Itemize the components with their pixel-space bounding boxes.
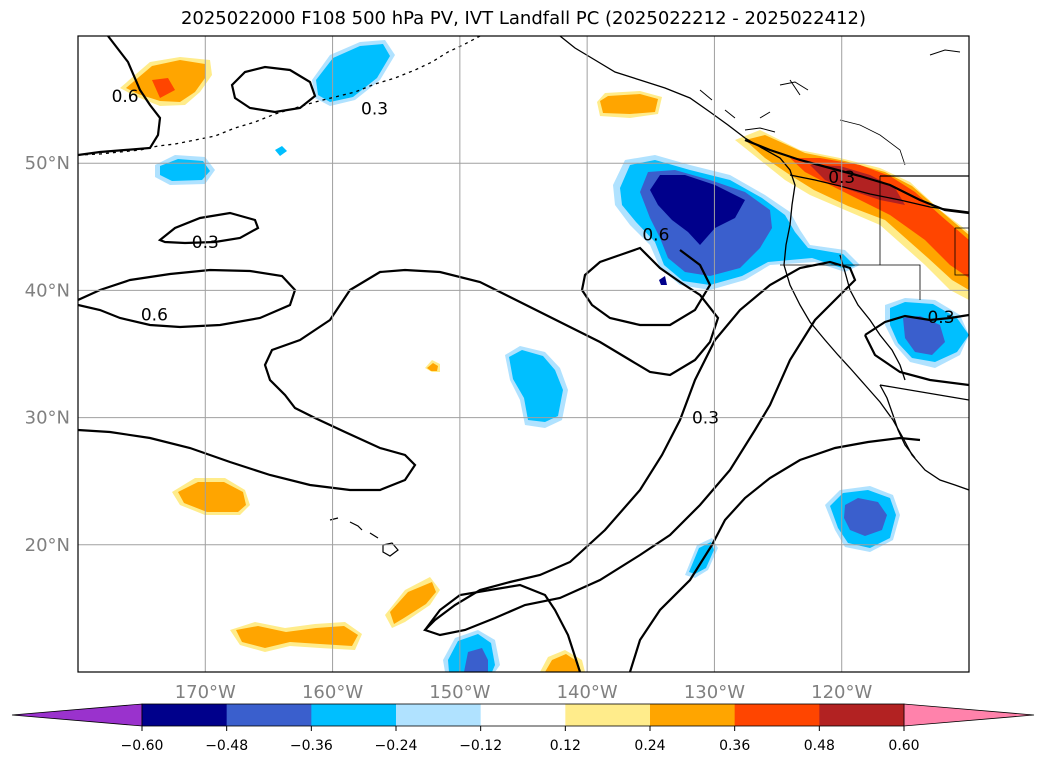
longitude-tick-label: 160°W: [302, 682, 363, 703]
longitude-tick-label: 120°W: [811, 682, 872, 703]
contour-label: 0.6: [112, 87, 139, 107]
latitude-labels: 20°N 30°N 40°N 50°N: [25, 153, 70, 556]
colorbar-segment: [819, 704, 905, 726]
colorbar-segment: [734, 704, 820, 726]
contour-labels: 0.3 0.6 0.3 0.6 0.6 0.3 0.3 0.3: [112, 87, 955, 429]
colorbar-segment: [226, 704, 312, 726]
colorbar-tick-label: 0.60: [888, 738, 919, 754]
latitude-tick-label: 30°N: [25, 408, 70, 429]
graticule: [78, 36, 969, 672]
contour-label: 0.6: [141, 306, 168, 326]
colorbar-tick-label: −0.12: [459, 738, 502, 754]
colorbar-segment: [142, 704, 228, 726]
colorbar-tick-label: −0.48: [205, 738, 248, 754]
colorbar-segment: [480, 704, 566, 726]
positive-anomaly-gulf: [597, 91, 662, 118]
map-title: 2025022000 F108 500 hPa PV, IVT Landfall…: [180, 8, 867, 29]
colorbar-tick-label: −0.60: [121, 738, 164, 754]
colorbar-over-extension: [903, 703, 1035, 727]
colorbar-tick-label: 0.48: [804, 738, 835, 754]
colorbar-tick-label: 0.24: [634, 738, 665, 754]
contour-label: 0.3: [361, 100, 388, 120]
latitude-tick-label: 50°N: [25, 153, 70, 174]
colorbar-segment: [565, 704, 651, 726]
contour-label: 0.3: [192, 233, 219, 253]
colorbar-under-extension: [11, 703, 143, 727]
contour-label: 0.3: [692, 409, 719, 429]
negative-anomaly-offshore: [613, 155, 860, 290]
colorbar-tick-label: 0.36: [719, 738, 750, 754]
negative-anomaly-central: [443, 276, 900, 672]
negative-anomaly-west: [155, 146, 287, 185]
longitude-tick-label: 170°W: [175, 682, 236, 703]
colorbar-outline: [141, 703, 905, 727]
longitude-tick-label: 150°W: [429, 682, 490, 703]
colorbar-segment: [311, 704, 397, 726]
map-panel: 0.3 0.6 0.3 0.6 0.6 0.3 0.3 0.3: [78, 36, 969, 672]
colorbar-tick-label: −0.36: [290, 738, 333, 754]
colorbar-tick-label: −0.24: [375, 738, 418, 754]
latitude-tick-label: 20°N: [25, 535, 70, 556]
contour-label: 0.3: [927, 308, 954, 328]
longitude-labels: 170°W 160°W 150°W 140°W 130°W 120°W: [175, 682, 873, 703]
longitude-tick-label: 130°W: [684, 682, 745, 703]
colorbar-segment: [650, 704, 736, 726]
longitude-tick-label: 140°W: [557, 682, 618, 703]
colorbar-segment: [396, 704, 482, 726]
contour-label: 0.3: [828, 168, 855, 188]
colorbar-tick-label: 0.12: [550, 738, 581, 754]
latitude-tick-label: 40°N: [25, 280, 70, 301]
positive-anomaly-central: [172, 360, 585, 672]
contour-label: 0.6: [642, 225, 669, 245]
colorbar: −0.60 −0.48 −0.36 −0.24 −0.12 0.12 0.24 0.36 0.4…: [11, 703, 1035, 754]
shading-layer: [120, 40, 969, 672]
map-frame: [77, 35, 970, 673]
